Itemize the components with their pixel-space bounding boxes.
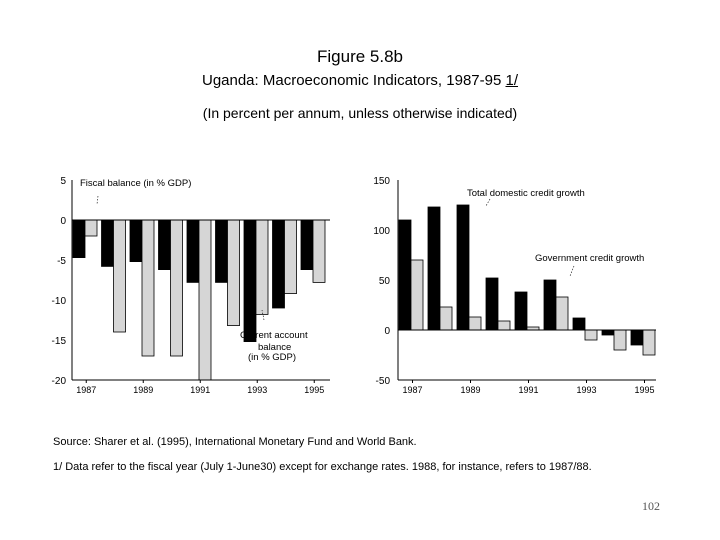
page-number: 102 (642, 499, 660, 513)
bar-dark-1995 (630, 329, 644, 346)
bar-dark-1992 (215, 219, 228, 283)
x-tick-label: 1995 (634, 385, 654, 395)
bar-dark-1993 (572, 317, 586, 331)
bar-light-1988 (113, 219, 126, 333)
bar-light-1994 (613, 329, 627, 351)
y-tick-label: -15 (52, 336, 67, 347)
y-tick-label: -20 (52, 376, 67, 387)
bar-light-1994 (284, 219, 297, 294)
annotation-leader (569, 265, 575, 277)
bar-dark-1989 (456, 204, 470, 331)
x-tick-label: 1991 (518, 385, 538, 395)
current-account-label-line1: Current account (240, 330, 308, 341)
bar-dark-1993 (243, 219, 257, 342)
series-annotation: Total domestic credit growth (467, 188, 585, 199)
y-tick-label: 5 (60, 176, 66, 187)
bar-dark-1989 (129, 219, 143, 262)
footnote: 1/ Data refer to the fiscal year (July 1… (53, 461, 592, 473)
bar-light-1995 (642, 329, 656, 356)
bar-light-1987 (410, 259, 424, 331)
units-note: (In percent per annum, unless otherwise … (202, 105, 518, 121)
y-tick-label: 50 (379, 276, 391, 287)
annotation-leader (485, 198, 491, 207)
bar-light-1988 (439, 306, 453, 331)
y-tick-label: -10 (52, 296, 67, 307)
bar-dark-1992 (543, 279, 557, 331)
x-tick-label: 1995 (304, 385, 324, 395)
y-tick-label: -5 (57, 256, 66, 267)
bar-dark-1991 (514, 291, 528, 331)
current-account-label-line2: balance (258, 342, 291, 353)
bar-dark-1987 (72, 219, 86, 258)
figure-title: Figure 5.8b (317, 47, 403, 66)
x-tick-label: 1993 (576, 385, 596, 395)
y-tick-label: 0 (384, 326, 390, 337)
bar-light-1993 (584, 329, 598, 341)
series-annotation: Government credit growth (535, 253, 644, 264)
bar-light-1992 (555, 296, 569, 331)
bar-dark-1988 (427, 206, 441, 331)
bar-dark-1987 (398, 219, 412, 331)
x-tick-label: 1987 (76, 385, 96, 395)
bar-light-1989 (141, 219, 155, 357)
bar-light-1991 (198, 219, 212, 381)
bar-dark-1995 (300, 219, 314, 270)
y-tick-label: -50 (376, 376, 391, 387)
bar-dark-1994 (601, 329, 615, 336)
subtitle-text: Uganda: Macroeconomic Indicators, 1987-9… (201, 72, 506, 89)
x-tick-label: 1993 (247, 385, 267, 395)
x-tick-label: 1989 (133, 385, 153, 395)
bar-dark-1990 (485, 277, 499, 331)
fiscal-current-account-chart: 5 0 -5 -10 -15 -20 1987 1989 1991 1993 1995 Fiscal … (52, 176, 330, 395)
source-note: Source: Sharer et al. (1995), Internatio… (53, 436, 417, 448)
credit-growth-chart: 150 100 50 0 -50 1987 1989 1991 1993 1995 Total do… (373, 176, 656, 395)
bar-light-1989 (468, 316, 482, 331)
bar-dark-1988 (101, 219, 114, 267)
x-tick-label: 1991 (190, 385, 210, 395)
bar-light-1993 (255, 219, 269, 315)
bar-light-1990 (170, 219, 183, 357)
bar-light-1987 (84, 219, 98, 237)
series-annotation: Fiscal balance (in % GDP) (80, 178, 191, 189)
y-tick-label: 0 (60, 216, 66, 227)
bar-light-1992 (227, 219, 240, 326)
bar-dark-1990 (158, 219, 171, 270)
bar-dark-1994 (272, 219, 285, 309)
bar-light-1990 (497, 320, 511, 331)
y-tick-label: 100 (373, 226, 390, 237)
current-account-label-line3: (in % GDP) (248, 352, 296, 363)
x-tick-label: 1989 (460, 385, 480, 395)
y-tick-label: 150 (373, 176, 390, 187)
bar-light-1995 (312, 219, 326, 283)
subtitle-footnote-ref: 1/ (505, 72, 519, 89)
bar-dark-1991 (186, 219, 200, 283)
annotation-leader (96, 195, 99, 205)
figure-subtitle: Uganda: Macroeconomic Indicators, 1987-9… (0, 72, 720, 89)
x-tick-label: 1987 (402, 385, 422, 395)
